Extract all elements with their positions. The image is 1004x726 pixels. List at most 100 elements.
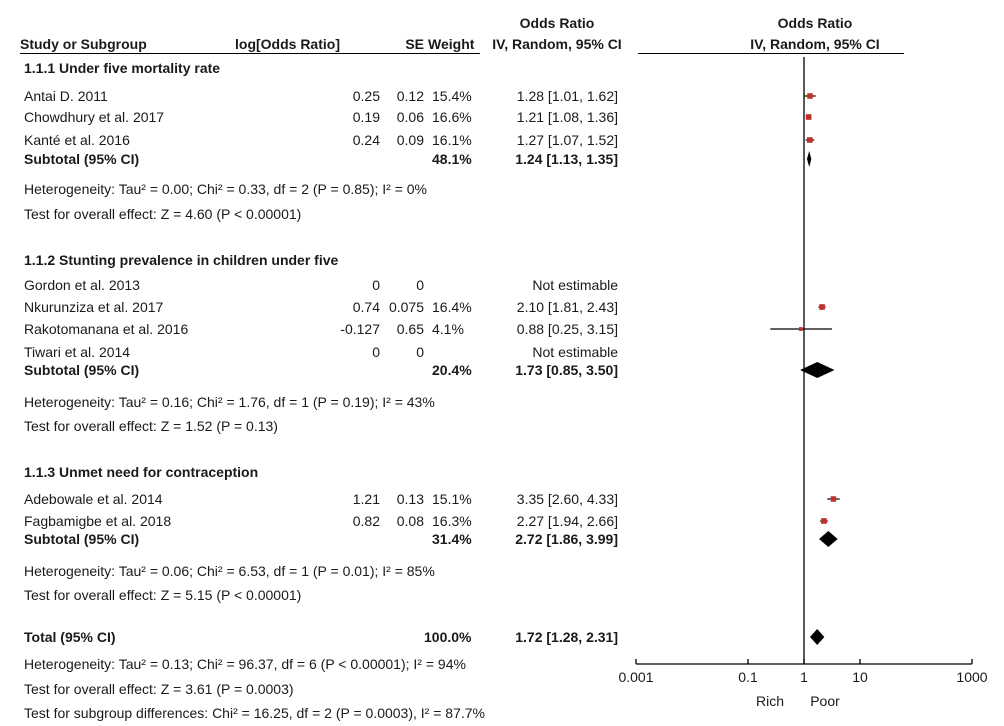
subgroup-heading: 1.1.1 Under five mortality rate — [24, 60, 221, 76]
study-logor: 0.25 — [352, 88, 380, 104]
study-marker — [819, 304, 825, 310]
study-label: Tiwari et al. 2014 — [24, 344, 131, 360]
study-se: 0.075 — [388, 299, 424, 315]
study-label: Adebowale et al. 2014 — [24, 491, 163, 507]
study-logor: 0.24 — [352, 132, 380, 148]
plot-col-title: Odds Ratio — [777, 15, 853, 31]
study-se: 0.12 — [396, 88, 424, 104]
study-se: 0.09 — [396, 132, 424, 148]
subtotal-label: Subtotal (95% CI) — [24, 531, 140, 547]
direction-label-right: Poor — [810, 693, 840, 709]
study-ci: 3.35 [2.60, 4.33] — [516, 491, 618, 507]
study-marker — [821, 518, 827, 524]
study-ci: 1.27 [1.07, 1.52] — [516, 132, 618, 148]
study-label: Nkurunziza et al. 2017 — [24, 299, 164, 315]
total-weight: 100.0% — [424, 629, 472, 645]
overall-effect-note: Test for overall effect: Z = 1.52 (P = 0… — [24, 418, 278, 434]
overall-effect-note: Test for overall effect: Z = 5.15 (P < 0… — [24, 587, 302, 603]
study-weight: 16.3% — [432, 513, 472, 529]
study-marker — [807, 93, 813, 99]
study-se: 0 — [416, 277, 424, 293]
study-ci: 2.27 [1.94, 2.66] — [516, 513, 618, 529]
study-weight: 15.1% — [432, 491, 472, 507]
study-ci: 0.88 [0.25, 3.15] — [516, 321, 618, 337]
study-se: 0.65 — [396, 321, 424, 337]
subtotal-label: Subtotal (95% CI) — [24, 362, 140, 378]
study-ci: 1.21 [1.08, 1.36] — [516, 109, 618, 125]
header-rule — [20, 53, 480, 54]
study-weight: 4.1% — [432, 321, 464, 337]
x-axis-ticks: 0.001 0.1 1 10 1000 — [618, 659, 988, 685]
study-weight: 16.1% — [432, 132, 472, 148]
study-ci: 2.10 [1.81, 2.43] — [516, 299, 618, 315]
study-marker — [807, 137, 813, 143]
overall-effect-note: Test for overall effect: Z = 4.60 (P < 0… — [24, 206, 302, 222]
study-marker — [805, 114, 812, 120]
subtotal-ci: 1.73 [0.85, 3.50] — [515, 362, 618, 378]
study-label: Gordon et al. 2013 — [24, 277, 140, 293]
study-logor: 0.82 — [352, 513, 380, 529]
subgroup-heading: 1.1.2 Stunting prevalence in children un… — [24, 252, 339, 268]
study-logor: 1.21 — [352, 491, 380, 507]
subtotal-weight: 48.1% — [432, 151, 472, 167]
study-se: 0.08 — [396, 513, 424, 529]
header-study: Study or Subgroup — [20, 36, 147, 52]
study-label: Fagbamigbe et al. 2018 — [24, 513, 172, 529]
direction-label-left: Rich — [755, 693, 784, 709]
subtotal-weight: 31.4% — [432, 531, 472, 547]
x-tick-label: 0.001 — [618, 669, 653, 685]
study-weight: 15.4% — [432, 88, 472, 104]
pooled-diamond — [819, 531, 838, 547]
study-ci: Not estimable — [532, 344, 618, 360]
heterogeneity-note: Heterogeneity: Tau² = 0.00; Chi² = 0.33,… — [24, 181, 427, 197]
study-label: Antai D. 2011 — [24, 88, 108, 104]
subtotal-ci: 2.72 [1.86, 3.99] — [515, 531, 618, 547]
x-tick-label: 0.1 — [738, 669, 758, 685]
study-se: 0 — [416, 344, 424, 360]
subtotal-label: Subtotal (95% CI) — [24, 151, 140, 167]
study-label: Kanté et al. 2016 — [24, 132, 130, 148]
study-logor: 0 — [372, 344, 380, 360]
pooled-diamond — [806, 151, 812, 167]
study-ci: 1.28 [1.01, 1.62] — [516, 88, 618, 104]
header-se: SE — [405, 36, 424, 52]
plot-col-method: IV, Random, 95% CI — [750, 36, 880, 52]
study-weight: 16.4% — [432, 299, 472, 315]
study-ci: Not estimable — [532, 277, 618, 293]
subtotal-weight: 20.4% — [432, 362, 472, 378]
study-label: Chowdhury et al. 2017 — [24, 109, 165, 125]
pooled-diamond — [800, 362, 835, 378]
study-logor: 0.74 — [352, 299, 380, 315]
x-tick-label: 1000 — [956, 669, 987, 685]
or-col-title: Odds Ratio — [519, 15, 595, 31]
pooled-diamond — [810, 629, 825, 645]
study-markers — [770, 93, 840, 524]
heterogeneity-note: Heterogeneity: Tau² = 0.06; Chi² = 6.53,… — [24, 563, 435, 579]
header-logor: log[Odds Ratio] — [235, 36, 340, 52]
study-se: 0.13 — [396, 491, 424, 507]
total-label: Total (95% CI) — [24, 629, 116, 645]
subgroup-differences-note: Test for subgroup differences: Chi² = 16… — [24, 705, 485, 721]
total-ci: 1.72 [1.28, 2.31] — [515, 629, 618, 645]
or-col-method: IV, Random, 95% CI — [492, 36, 622, 52]
study-se: 0.06 — [396, 109, 424, 125]
total-heterogeneity-note: Heterogeneity: Tau² = 0.13; Chi² = 96.37… — [24, 656, 466, 672]
study-marker — [798, 327, 803, 331]
plot-header-rule — [638, 53, 904, 54]
subgroup-heading: 1.1.3 Unmet need for contraception — [24, 464, 259, 480]
study-label: Rakotomanana et al. 2016 — [24, 321, 189, 337]
pooled-diamonds — [800, 151, 838, 645]
study-marker — [830, 496, 837, 502]
heterogeneity-note: Heterogeneity: Tau² = 0.16; Chi² = 1.76,… — [24, 394, 435, 410]
header-weight: Weight — [428, 36, 475, 52]
study-logor: -0.127 — [340, 321, 380, 337]
x-tick-label: 10 — [852, 669, 868, 685]
total-overall-effect-note: Test for overall effect: Z = 3.61 (P = 0… — [24, 681, 294, 697]
subtotal-ci: 1.24 [1.13, 1.35] — [515, 151, 618, 167]
study-logor: 0.19 — [352, 109, 380, 125]
x-tick-label: 1 — [800, 669, 808, 685]
study-weight: 16.6% — [432, 109, 472, 125]
study-logor: 0 — [372, 277, 380, 293]
